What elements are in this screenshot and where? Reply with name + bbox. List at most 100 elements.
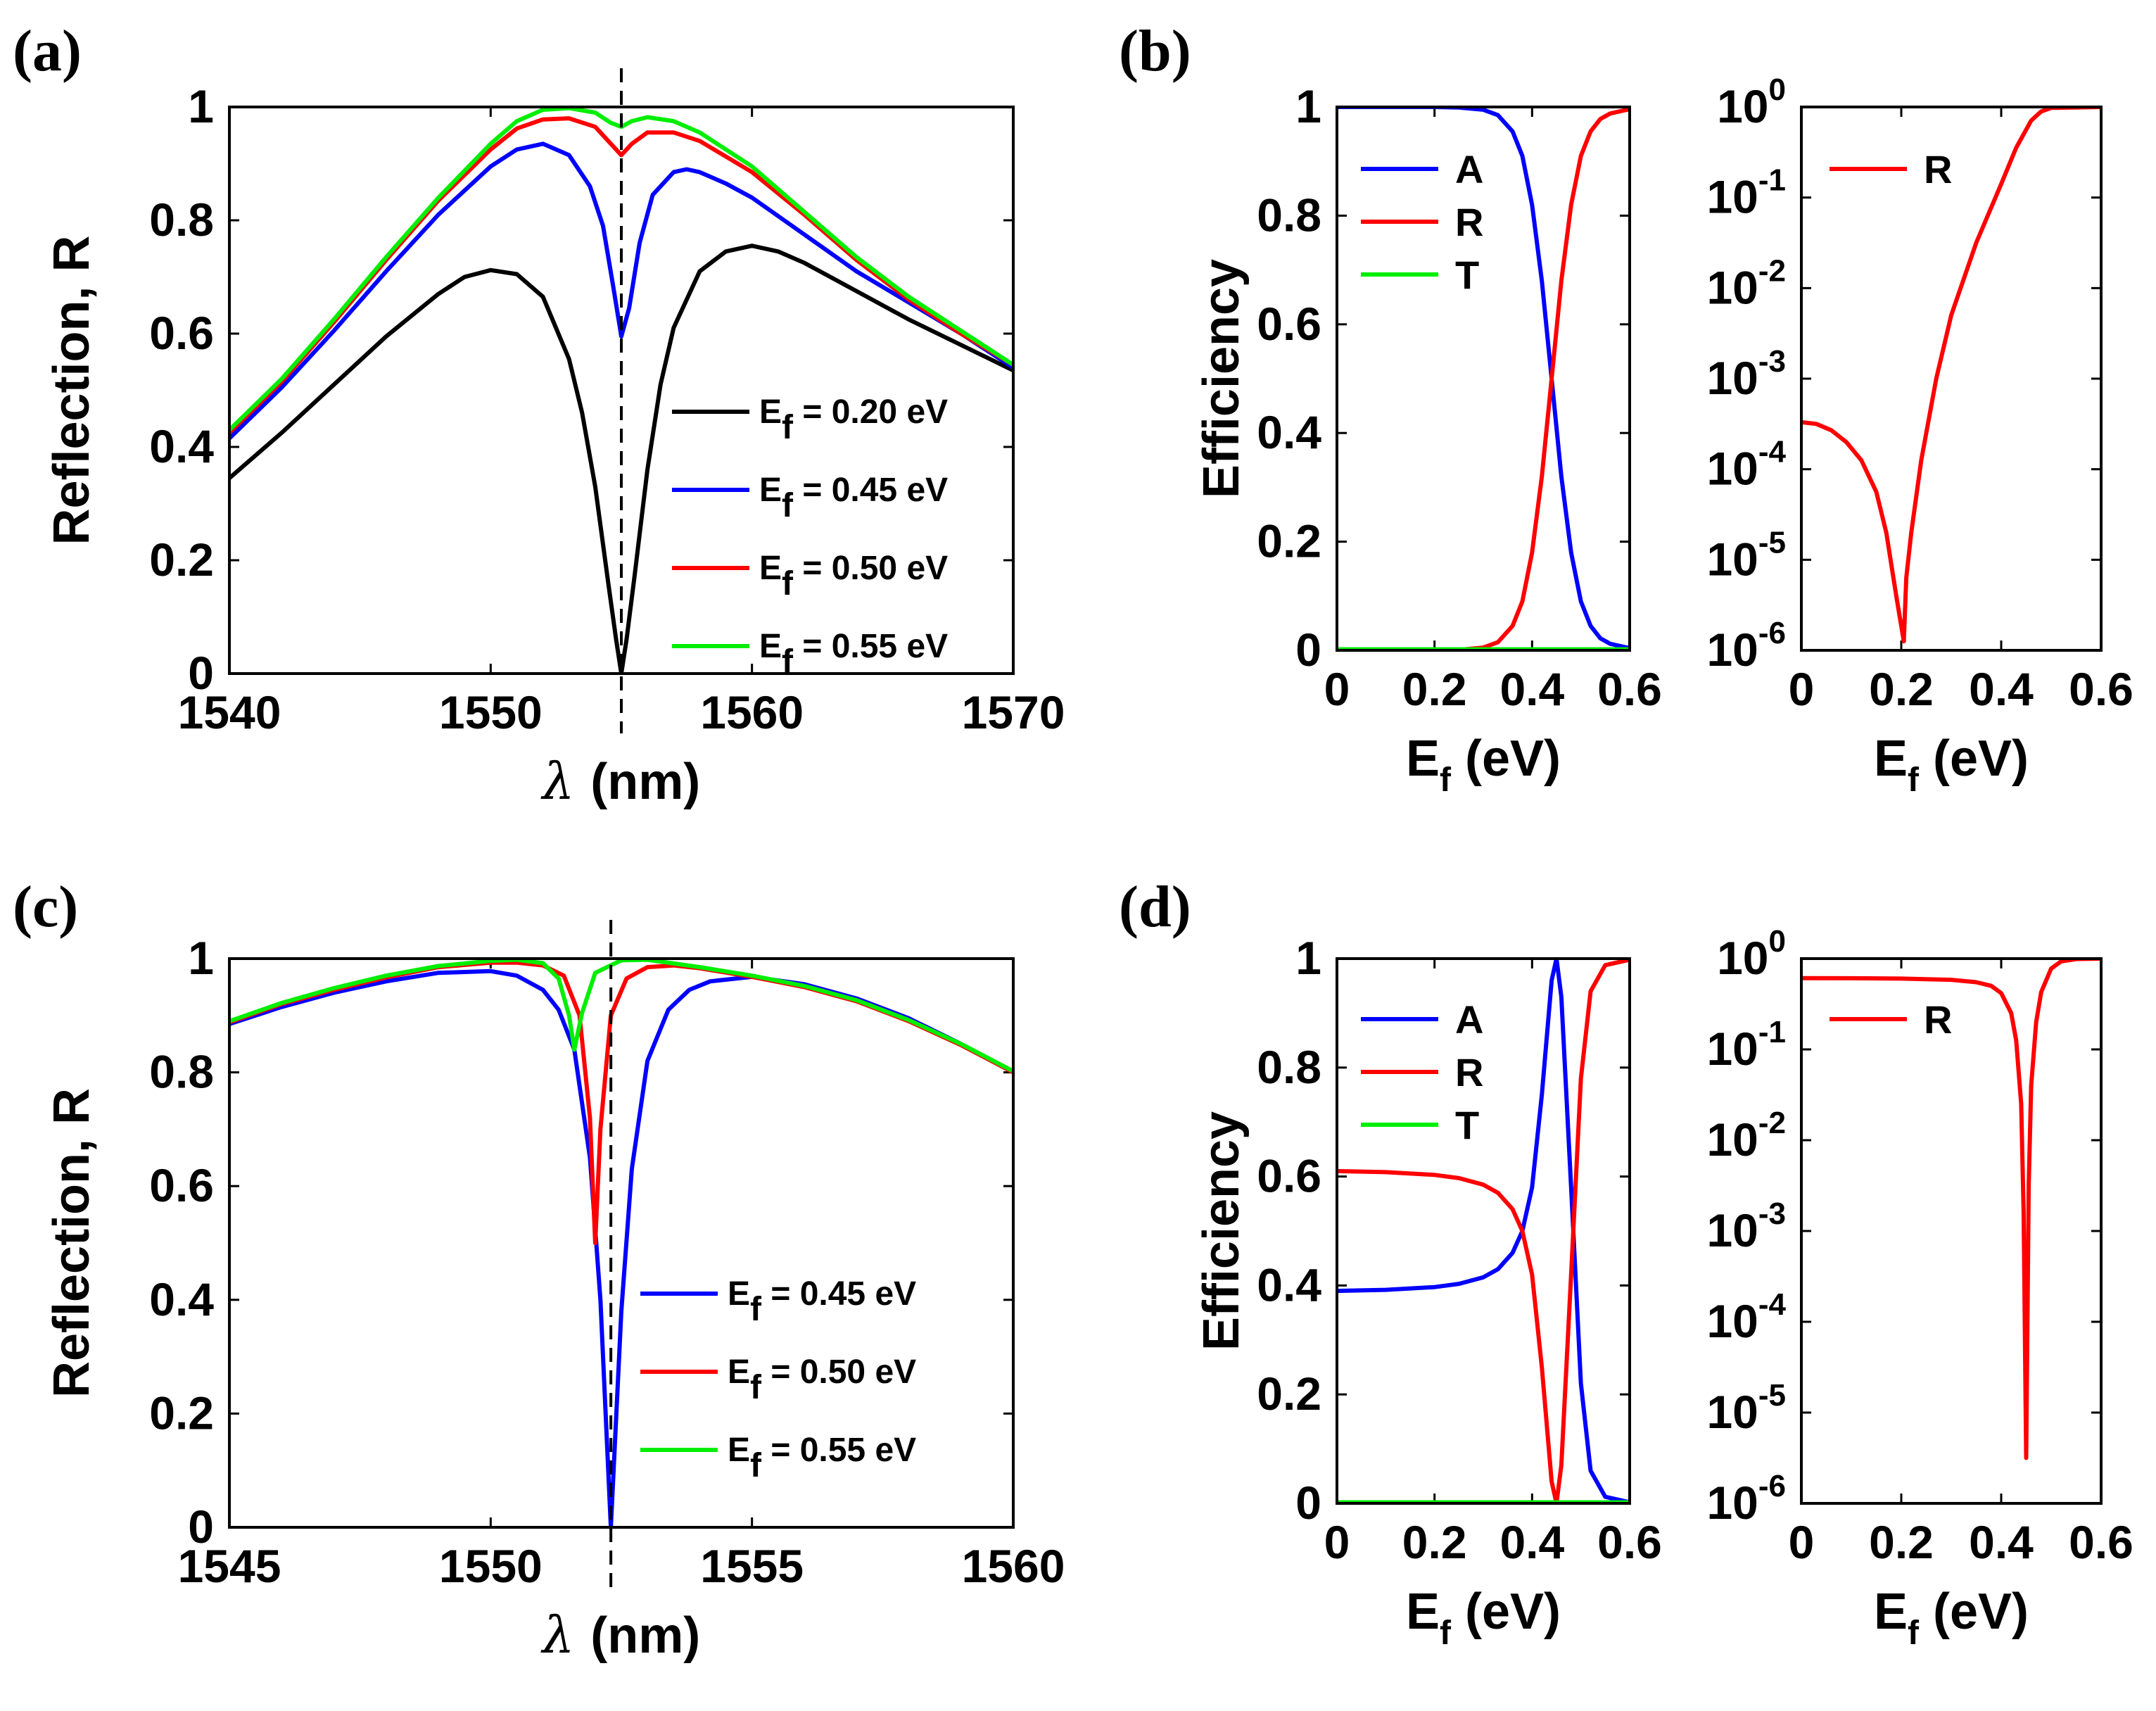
- chart-b-right: 0 0.2 0.4 0.6 10-6 10-5 10-4 10-3 10-2 10-1 100 Ef …: [1706, 72, 2133, 799]
- y-tick-label: 10-5: [1706, 1378, 1786, 1438]
- y-tick-label: 10-4: [1706, 1287, 1786, 1347]
- y-tick-label: 0.2: [1257, 1368, 1321, 1420]
- series-group: [1801, 959, 2101, 1460]
- x-tick-label: 0.6: [2069, 663, 2133, 715]
- x-tick-label: 0.2: [1402, 663, 1467, 715]
- legend-label: Ef = 0.50 eV: [728, 1353, 916, 1406]
- x-tick-label: 0.6: [2069, 1516, 2133, 1568]
- series-line-r: [1337, 959, 1630, 1503]
- y-tick-label: 0.4: [1257, 406, 1321, 458]
- x-tick-label: 0: [1324, 1516, 1350, 1568]
- series-line-ef-0-55-ev: [229, 959, 1013, 1073]
- x-tick-label: 1540: [178, 686, 281, 738]
- y-tick-label: 0.8: [149, 194, 214, 246]
- x-axis-label: λ (nm): [540, 752, 700, 811]
- chart-c: 1545 1550 1555 1560 0 0.2 0.4 0.6 0.8 1 λ (nm) Refl…: [44, 920, 1065, 1665]
- y-axis-label: Reflection, R: [44, 235, 100, 545]
- x-axis-label: Ef (eV): [1406, 1584, 1561, 1652]
- y-axis-label: Reflection, R: [44, 1088, 100, 1398]
- x-tick-label: 1550: [439, 686, 543, 738]
- y-tick-label: 1: [188, 80, 214, 132]
- x-tick-label: 0.6: [1597, 663, 1662, 715]
- x-tick-label: 0.4: [1499, 663, 1564, 715]
- legend-label: R: [1455, 200, 1483, 244]
- y-tick-label: 0.6: [149, 307, 214, 359]
- y-axis-label: Efficiency: [1193, 1111, 1250, 1351]
- y-tick-label: 10-1: [1706, 1015, 1786, 1075]
- y-tick-label: 0.4: [149, 420, 214, 472]
- x-tick-label: 0: [1789, 1516, 1815, 1568]
- chart-d-left: 0 0.2 0.4 0.6 0 0.2 0.4 0.6 0.8 1 Ef (eV) Efficienc…: [1193, 932, 1662, 1652]
- y-tick-label: 0.8: [149, 1046, 214, 1098]
- legend-label: A: [1455, 997, 1483, 1042]
- x-tick-label: 0: [1789, 663, 1815, 715]
- chart-b-left: 0 0.2 0.4 0.6 0 0.2 0.4 0.6 0.8 1 Ef (eV) Efficienc…: [1193, 80, 1662, 799]
- y-axis-label: Efficiency: [1193, 259, 1250, 498]
- x-tick-label: 0.4: [1969, 663, 2034, 715]
- series-group: [229, 107, 1013, 674]
- plot-frame: [228, 957, 1015, 1529]
- x-tick-label: 1570: [962, 686, 1065, 738]
- y-tick-label: 0.4: [149, 1273, 214, 1325]
- y-tick-label: 0: [188, 1501, 214, 1553]
- y-tick-label: 10-1: [1706, 163, 1786, 223]
- panel-label-c: (c): [13, 874, 78, 940]
- x-tick-label: 0.6: [1597, 1516, 1662, 1568]
- y-tick-label: 1: [1295, 80, 1321, 132]
- legend-label: Ef = 0.50 eV: [759, 550, 948, 602]
- y-tick-label: 100: [1717, 72, 1786, 132]
- series-group: [1801, 107, 2101, 644]
- y-tick-label: 0.6: [149, 1159, 214, 1211]
- series-line-ef-0-50-ev: [229, 960, 1013, 1245]
- x-tick-label: 0.2: [1402, 1516, 1467, 1568]
- x-tick-label: 0.2: [1869, 663, 1934, 715]
- legend-label: T: [1455, 1103, 1479, 1147]
- y-tick-label: 1: [1295, 932, 1321, 984]
- y-tick-label: 0: [188, 647, 214, 699]
- y-tick-label: 10-5: [1706, 525, 1786, 585]
- x-tick-label: 0.4: [1499, 1516, 1564, 1568]
- y-tick-label: 0: [1295, 624, 1321, 676]
- y-tick-label: 10-3: [1706, 1197, 1786, 1256]
- legend: ART: [1361, 147, 1483, 297]
- plot-frame: [1336, 957, 1631, 1505]
- legend-label: R: [1924, 147, 1952, 191]
- panel-label-b: (b): [1119, 18, 1191, 84]
- legend-label: Ef = 0.55 eV: [759, 628, 948, 681]
- legend: Ef = 0.20 eV Ef = 0.45 eV Ef = 0.50 eV Ef =…: [672, 393, 948, 681]
- x-tick-label: 1555: [700, 1540, 804, 1592]
- chart-a: 1540 1550 1560 1570 0 0.2 0.4 0.6 0.8 1 λ (nm) Refl…: [44, 68, 1065, 811]
- y-tick-label: 0.6: [1257, 298, 1321, 350]
- panel-label-d: (d): [1119, 874, 1191, 940]
- chart-d-right: 0 0.2 0.4 0.6 10-6 10-5 10-4 10-3 10-2 10-1 100 Ef …: [1706, 924, 2133, 1652]
- x-axis-label: Ef (eV): [1406, 731, 1561, 799]
- x-tick-label: 0.4: [1969, 1516, 2034, 1568]
- series-line-ef-0-20-ev: [229, 244, 1013, 674]
- panel-label-a: (a): [13, 18, 82, 84]
- plot-frame: [1336, 106, 1631, 652]
- series-line-ef-0-55-ev: [229, 107, 1013, 432]
- legend-label: Ef = 0.45 eV: [759, 472, 948, 524]
- y-tick-label: 0.8: [1257, 189, 1321, 241]
- y-tick-label: 10-2: [1706, 253, 1786, 313]
- y-tick-label: 100: [1717, 924, 1786, 984]
- x-tick-label: 0.2: [1869, 1516, 1934, 1568]
- y-tick-label: 0.6: [1257, 1150, 1321, 1202]
- charts: 1540 1550 1560 1570 0 0.2 0.4 0.6 0.8 1 λ (nm) Refl…: [44, 68, 2133, 1665]
- x-axis-label: Ef (eV): [1874, 731, 2029, 799]
- x-tick-label: 1550: [439, 1540, 543, 1592]
- legend-label: Ef = 0.45 eV: [728, 1275, 916, 1328]
- y-tick-label: 0.8: [1257, 1041, 1321, 1093]
- x-tick-label: 1560: [700, 686, 804, 738]
- plot-frame: [1800, 957, 2103, 1505]
- x-axis-label: λ (nm): [540, 1605, 700, 1665]
- y-tick-label: 10-4: [1706, 435, 1786, 495]
- plot-frame: [228, 106, 1015, 675]
- series-line-a: [1337, 959, 1630, 1503]
- series-line-r: [1801, 107, 2101, 644]
- y-tick-label: 0.2: [1257, 515, 1321, 567]
- x-tick-label: 1560: [962, 1540, 1065, 1592]
- series-line-r: [1801, 959, 2101, 1460]
- y-tick-label: 0: [1295, 1477, 1321, 1529]
